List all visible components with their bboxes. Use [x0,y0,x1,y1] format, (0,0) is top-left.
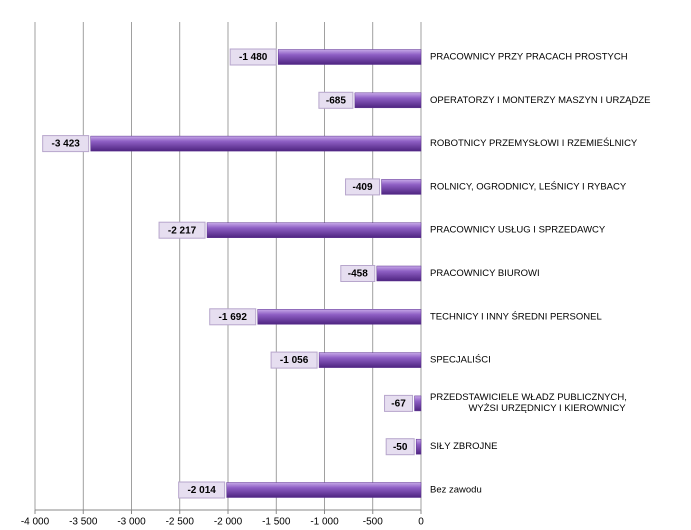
value-label: -458 [348,269,368,280]
value-label-box [270,351,318,369]
bar [415,438,422,455]
value-label: -1 056 [280,355,309,366]
x-tick-label: 0 [418,517,424,528]
category-label: OPERATORZY I MONTERZY MASZYN I URZĄDZE [430,95,650,106]
value-label-box [158,221,206,239]
value-label-box [385,438,415,456]
value-label-box [340,265,376,282]
x-tick-label: -2 500 [166,517,195,528]
bar [206,222,422,238]
x-tick-label: -500 [363,517,383,528]
x-tick-label: -1 000 [310,517,339,528]
category-label: PRACOWNICY PRZY PRACACH PROSTYCH [430,52,628,63]
category-label: PRZEDSTAWICIELE WŁADZ PUBLICZNYCH, [430,392,627,403]
bar [90,135,422,152]
x-tick-label: -2 000 [214,517,243,528]
value-label-box [178,481,226,499]
category-label: Bez zawodu [430,485,482,496]
bar [414,395,422,412]
value-label-box [229,48,277,66]
value-label-box [345,178,381,196]
category-label: TECHNICY I INNY ŚREDNI PERSONEL [430,310,602,322]
value-label-box [42,135,90,153]
category-label: SPECJALIŚCI [430,354,491,366]
x-tick-label: -1 500 [262,517,291,528]
value-label: -1 480 [239,52,268,63]
bar [277,49,422,65]
bar [318,352,422,368]
value-label: -50 [393,442,408,453]
value-label-box [209,308,257,326]
bar [354,92,422,109]
category-label: SIŁY ZBROJNE [430,441,497,452]
bar [376,265,422,282]
value-label-box [384,394,414,412]
category-label: ROLNICY, OGRODNICY, LEŚNICY I RYBACY [430,180,627,192]
value-label: -3 423 [52,139,81,150]
x-tick-label: -3 000 [117,517,146,528]
value-label: -2 014 [187,485,216,496]
x-tick-label: -4 000 [21,517,50,528]
category-label: PRACOWNICY USŁUG I SPRZEDAWCY [430,225,606,236]
category-label: WYŻSI URZĘDNICY I KIEROWNICY [468,403,626,414]
category-label: PRACOWNICY BIUROWI [430,268,540,279]
value-label: -409 [353,182,373,193]
value-label: -67 [391,399,406,410]
value-label: -2 217 [168,225,197,236]
bar [257,309,422,325]
category-label: ROBOTNICY PRZEMYSŁOWI I RZEMIEŚLNICY [430,137,638,149]
value-label: -1 692 [219,312,248,323]
value-label: -685 [326,95,346,106]
bar [226,482,422,498]
value-label-box [318,91,354,109]
x-tick-label: -3 500 [69,517,98,528]
bar [381,179,422,195]
